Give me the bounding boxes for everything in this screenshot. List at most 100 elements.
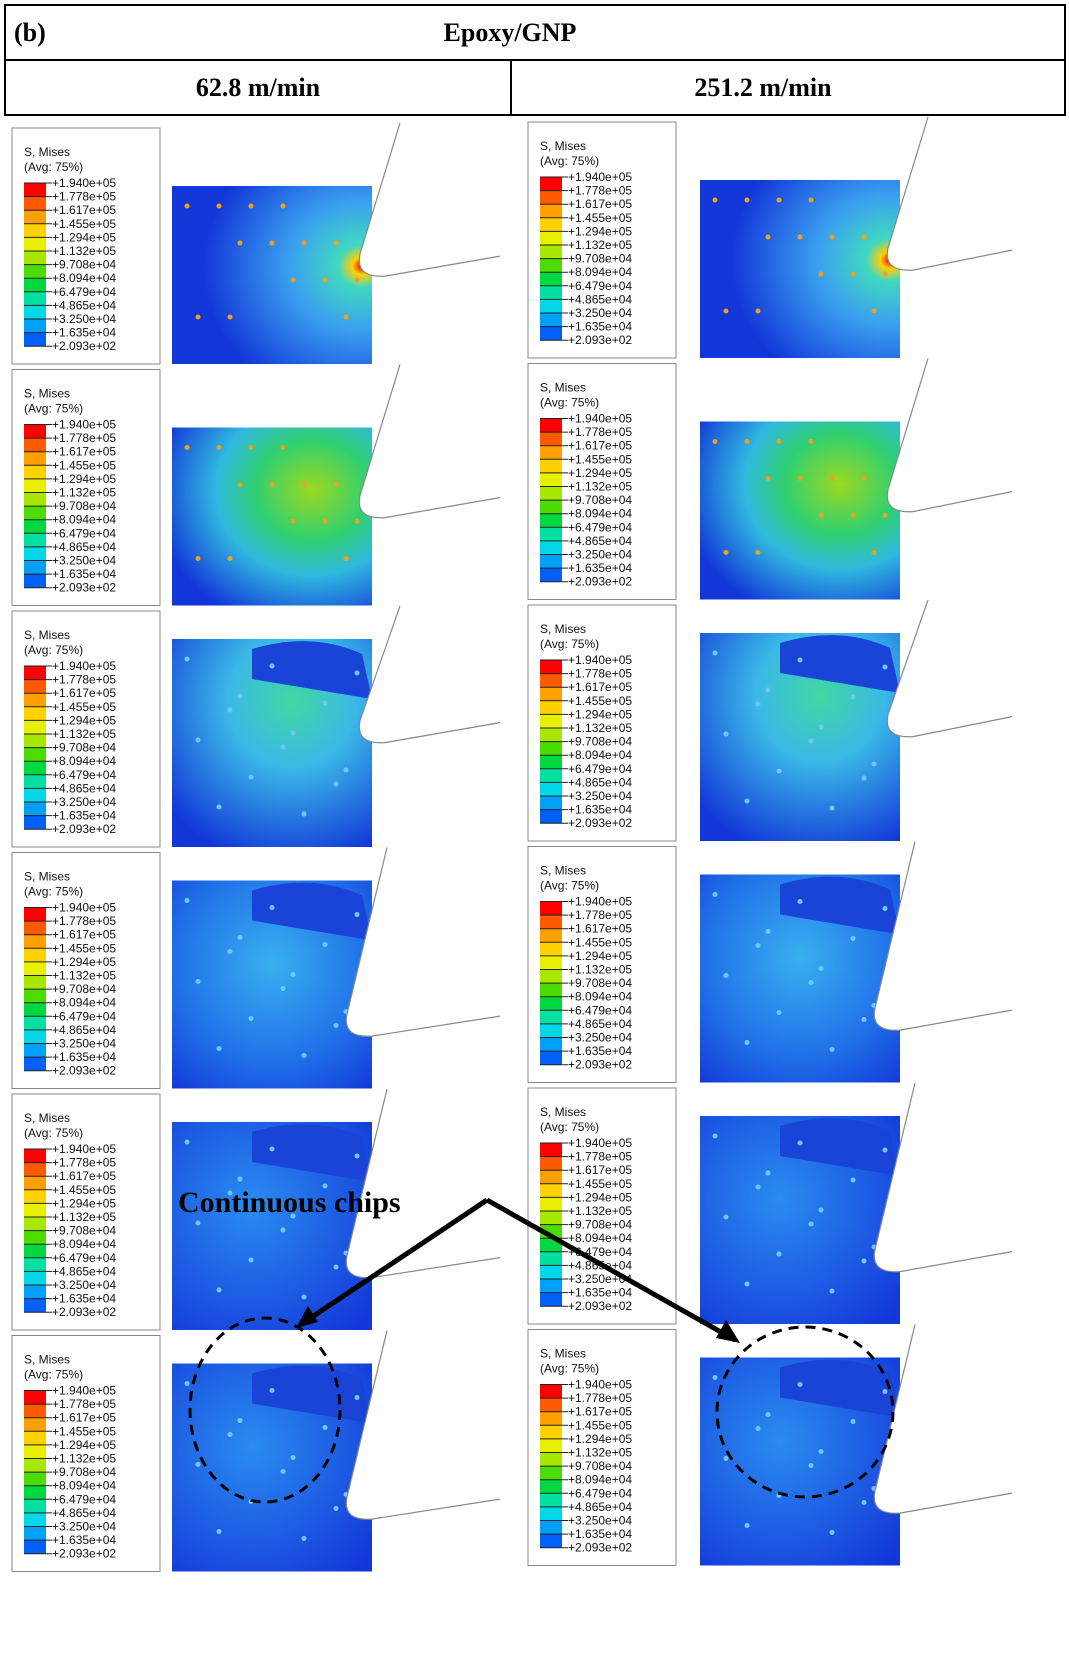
legend-swatch xyxy=(540,1534,562,1548)
particle xyxy=(883,1389,888,1394)
legend-level: +1.940e+05 xyxy=(52,418,116,432)
particle xyxy=(766,476,771,481)
legend-level: +1.635e+04 xyxy=(52,1533,116,1547)
legend-swatch xyxy=(24,1258,46,1272)
header-title: Epoxy/GNP xyxy=(444,18,577,47)
legend-swatch xyxy=(24,748,46,762)
legend-swatch xyxy=(540,527,562,541)
legend-swatch xyxy=(540,1521,562,1535)
legend-swatch xyxy=(540,555,562,569)
particle xyxy=(872,550,877,555)
particle xyxy=(238,1418,243,1423)
particle xyxy=(281,986,286,991)
legend-level: +1.940e+05 xyxy=(568,895,632,909)
legend-level: +9.708e+04 xyxy=(52,258,116,272)
legend-level: +9.708e+04 xyxy=(568,735,632,749)
particle xyxy=(302,1536,307,1541)
particle xyxy=(217,1288,222,1293)
legend-swatch xyxy=(540,915,562,929)
particle xyxy=(766,688,771,693)
legend-swatch xyxy=(24,1486,46,1500)
legend-swatch xyxy=(540,218,562,232)
legend-subtitle: (Avg: 75%) xyxy=(24,402,83,416)
particle xyxy=(281,1228,286,1233)
particle xyxy=(249,1258,254,1263)
particle xyxy=(883,1148,888,1153)
legend-level: +1.294e+05 xyxy=(568,949,632,963)
legend-swatch xyxy=(540,1385,562,1399)
legend-swatch xyxy=(24,1540,46,1554)
legend-swatch xyxy=(540,1051,562,1065)
legend-swatch xyxy=(24,1163,46,1177)
legend-level: +1.132e+05 xyxy=(568,1446,632,1460)
particle xyxy=(217,1529,222,1534)
particle xyxy=(756,702,761,707)
legend-subtitle: (Avg: 75%) xyxy=(24,160,83,174)
legend-level: +1.940e+05 xyxy=(568,653,632,667)
legend-title: S, Mises xyxy=(540,1105,586,1119)
legend-swatch xyxy=(540,1412,562,1426)
legend-swatch xyxy=(24,479,46,493)
particle xyxy=(249,204,254,209)
legend-swatch xyxy=(540,204,562,218)
cutting-tool xyxy=(887,359,1012,512)
particle xyxy=(302,1053,307,1058)
legend-swatch xyxy=(24,707,46,721)
legend-level: +4.865e+04 xyxy=(568,292,632,306)
particle xyxy=(238,694,243,699)
particle xyxy=(228,315,233,320)
legend-swatch xyxy=(24,251,46,265)
legend-subtitle: (Avg: 75%) xyxy=(540,1120,599,1134)
legend-swatch xyxy=(540,1157,562,1171)
legend-level: +6.479e+04 xyxy=(568,1003,632,1017)
cutting-tool xyxy=(346,1089,500,1278)
particle xyxy=(291,972,296,977)
legend-subtitle: (Avg: 75%) xyxy=(24,1368,83,1382)
legend-level: +1.455e+05 xyxy=(568,211,632,225)
particle xyxy=(291,731,296,736)
particle xyxy=(217,805,222,810)
legend-title: S, Mises xyxy=(24,1353,70,1367)
legend-level: +2.093e+02 xyxy=(568,1299,632,1313)
particle xyxy=(766,1412,771,1417)
legend-subtitle: (Avg: 75%) xyxy=(540,637,599,651)
legend-swatch xyxy=(540,446,562,460)
particle xyxy=(217,445,222,450)
legend-swatch xyxy=(540,473,562,487)
legend-swatch xyxy=(24,948,46,962)
legend-swatch xyxy=(24,1285,46,1299)
legend-swatch xyxy=(540,1211,562,1225)
legend-level: +1.940e+05 xyxy=(568,412,632,426)
legend-level: +6.479e+04 xyxy=(568,279,632,293)
cutting-tool xyxy=(887,117,1012,270)
legend-level: +1.617e+05 xyxy=(568,922,632,936)
particle xyxy=(185,657,190,662)
legend-level: +1.294e+05 xyxy=(568,1432,632,1446)
legend-level: +2.093e+02 xyxy=(568,1058,632,1072)
particle xyxy=(809,1222,814,1227)
legend-swatch xyxy=(24,734,46,748)
legend-swatch xyxy=(540,1398,562,1412)
legend-swatch xyxy=(24,962,46,976)
legend-level: +4.865e+04 xyxy=(52,1506,116,1520)
legend-level: +4.865e+04 xyxy=(568,1500,632,1514)
legend-swatch xyxy=(24,1404,46,1418)
legend-swatch xyxy=(24,1003,46,1017)
legend-level: +1.294e+05 xyxy=(52,230,116,244)
legend-swatch xyxy=(540,782,562,796)
cutting-tool xyxy=(346,848,500,1037)
legend-swatch xyxy=(540,514,562,528)
legend-level: +3.250e+04 xyxy=(568,306,632,320)
particle xyxy=(809,980,814,985)
legend-level: +8.094e+04 xyxy=(568,507,632,521)
legend-level: +1.455e+05 xyxy=(568,1418,632,1432)
particle xyxy=(809,739,814,744)
legend-swatch xyxy=(540,1453,562,1467)
particle xyxy=(281,745,286,750)
legend-swatch xyxy=(24,438,46,452)
particle xyxy=(862,476,867,481)
legend-level: +2.093e+02 xyxy=(52,822,116,836)
legend-swatch xyxy=(540,487,562,501)
particle xyxy=(830,806,835,811)
legend-level: +1.778e+05 xyxy=(568,908,632,922)
